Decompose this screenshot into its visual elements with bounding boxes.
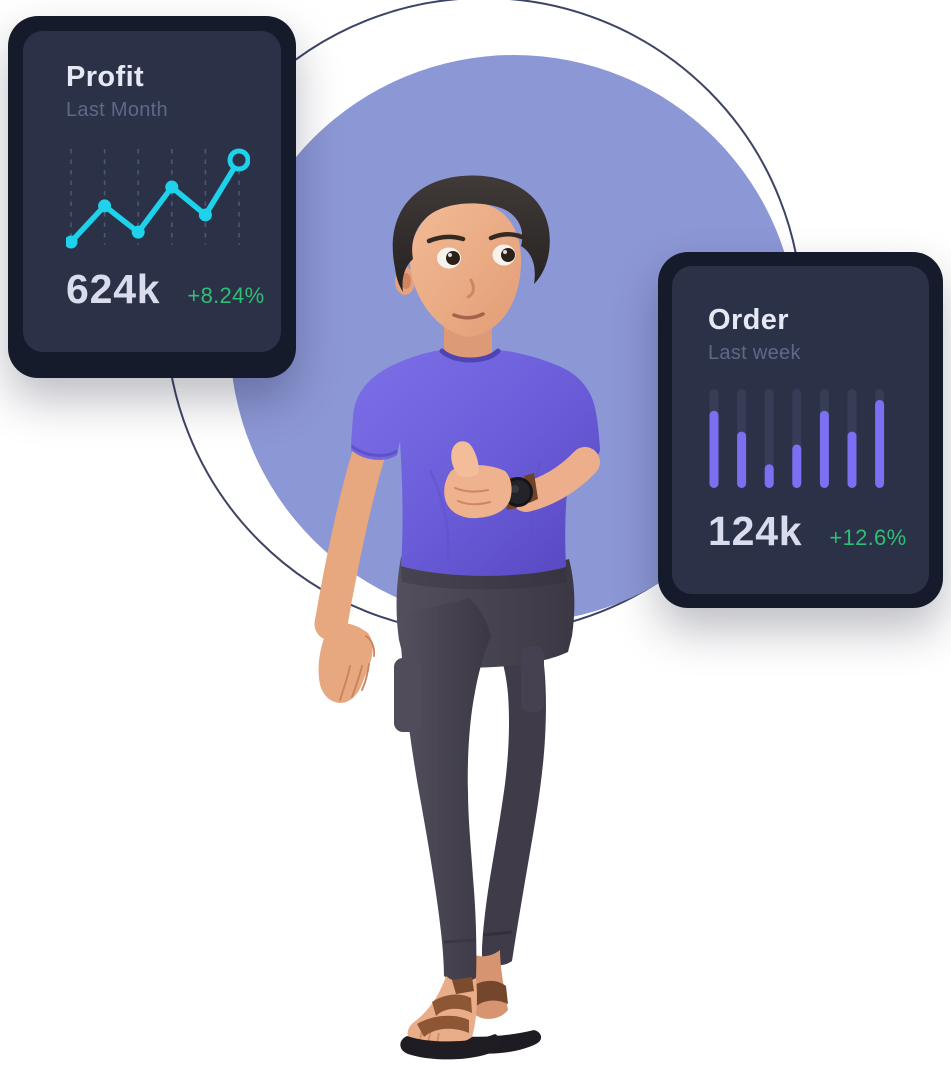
eyebrows <box>426 232 525 244</box>
thumbs-up-arm <box>444 441 600 519</box>
head <box>392 175 550 337</box>
order-change: +12.6% <box>829 525 907 551</box>
right-eye <box>492 244 516 266</box>
order-bar-chart <box>709 389 885 489</box>
order-card-subtitle: Last week <box>708 342 801 365</box>
cargo-pocket-left <box>394 658 421 732</box>
front-leg <box>394 598 544 1060</box>
profit-card-title: Profit <box>66 61 145 93</box>
order-value-row: 124k +12.6% <box>708 508 907 555</box>
cargo-pocket-right <box>521 646 544 712</box>
nose <box>466 278 475 299</box>
hair <box>392 175 550 292</box>
profit-card-body: Profit Last Month 624k +8.24% <box>23 31 281 352</box>
profit-value: 624k <box>66 266 161 313</box>
left-arm <box>314 430 388 703</box>
order-card-title: Order <box>708 304 789 336</box>
left-eye <box>437 247 461 269</box>
profit-card-subtitle: Last Month <box>66 99 168 122</box>
profit-line-chart <box>66 148 250 249</box>
profit-change: +8.24% <box>187 283 265 309</box>
collar <box>439 348 501 363</box>
character <box>314 175 601 1060</box>
profit-value-row: 624k +8.24% <box>66 266 264 313</box>
order-card: Order Last week 124k +12.6% <box>658 252 943 608</box>
order-value: 124k <box>708 508 803 555</box>
thumb <box>451 441 479 478</box>
mouth <box>452 312 485 320</box>
profit-card: Profit Last Month 624k +8.24% <box>8 16 296 378</box>
order-card-body: Order Last week 124k +12.6% <box>672 266 929 594</box>
